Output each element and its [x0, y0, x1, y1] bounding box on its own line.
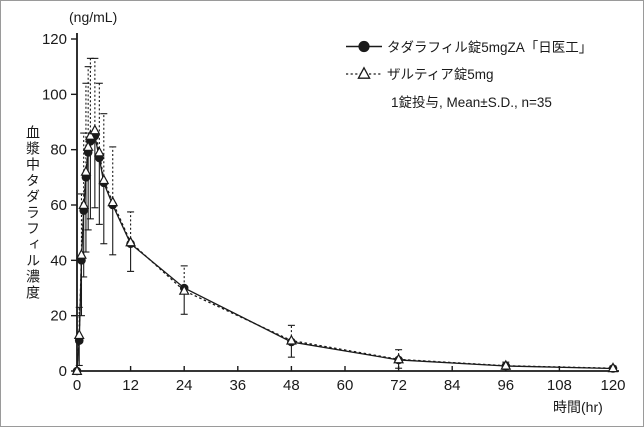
markers-filled-circle [72, 131, 618, 376]
svg-text:120: 120 [600, 377, 625, 394]
svg-text:40: 40 [50, 252, 67, 269]
error-bars-series-1 [75, 135, 617, 371]
axes [76, 33, 619, 372]
svg-text:48: 48 [283, 377, 300, 394]
svg-text:12: 12 [122, 377, 139, 394]
legend-note: 1錠投与, Mean±S.D., n=35 [391, 95, 552, 110]
tick-labels: 0 20 40 60 80 100 120 0 12 24 36 48 60 72 84 96 108 120 [42, 31, 626, 394]
y-axis-title: 血漿中タダラフィル濃度 [25, 125, 41, 301]
svg-text:100: 100 [42, 86, 67, 103]
y-axis-unit-label: (ng/mL) [69, 9, 118, 25]
markers-open-triangle [71, 124, 619, 375]
svg-text:60: 60 [337, 377, 354, 394]
svg-text:120: 120 [42, 31, 67, 48]
dashed-line-open-triangle-icon [346, 65, 382, 79]
svg-text:60: 60 [50, 197, 67, 214]
svg-text:36: 36 [229, 377, 246, 394]
svg-text:108: 108 [547, 377, 572, 394]
svg-text:24: 24 [176, 377, 193, 394]
svg-text:0: 0 [73, 377, 81, 394]
svg-text:72: 72 [390, 377, 407, 394]
legend-label-tadalafil: タダラフィル錠5mgZA「日医工」 [387, 40, 593, 55]
svg-text:84: 84 [444, 377, 461, 394]
legend-row-zaltia: ザルティア錠5mg [345, 64, 592, 82]
legend-label-zaltia: ザルティア錠5mg [387, 67, 494, 82]
legend: タダラフィル錠5mgZA「日医工」 ザルティア錠5mg 1錠投与, Mean±S… [345, 37, 592, 111]
legend-row-tadalafil: タダラフィル錠5mgZA「日医工」 [345, 37, 592, 55]
line-series-2 [76, 128, 614, 372]
solid-line-filled-circle-icon [346, 40, 382, 52]
x-axis-title: 時間(hr) [553, 399, 603, 415]
svg-text:96: 96 [497, 377, 514, 394]
line-series-1 [76, 134, 614, 372]
svg-text:20: 20 [50, 308, 67, 325]
svg-text:80: 80 [50, 142, 67, 159]
svg-text:0: 0 [59, 363, 67, 380]
